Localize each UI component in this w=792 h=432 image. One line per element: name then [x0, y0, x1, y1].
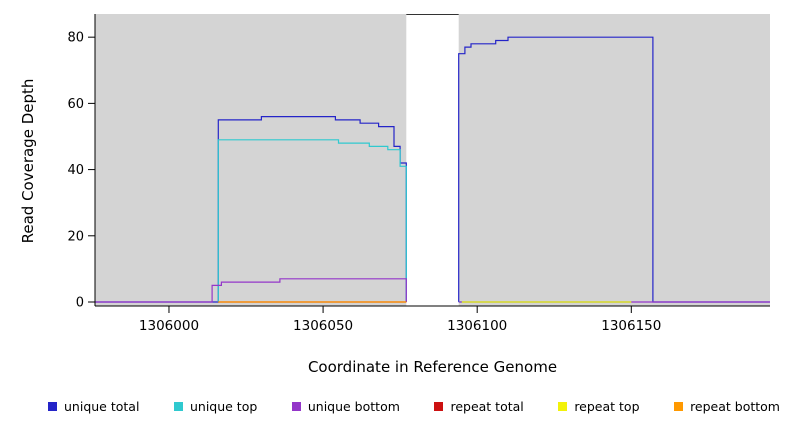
legend: unique total unique top unique bottom re…	[48, 399, 780, 414]
legend-item-repeat-top: repeat top	[558, 399, 640, 414]
legend-label-unique-bottom: unique bottom	[307, 399, 400, 414]
legend-item-unique-top: unique top	[173, 399, 258, 414]
y-tick-label: 80	[67, 31, 84, 46]
legend-swatch-repeat-bottom	[674, 402, 684, 411]
legend-swatch-repeat-top	[558, 402, 568, 411]
y-tick-label: 40	[67, 163, 84, 178]
y-tick-label: 20	[67, 229, 84, 244]
x-axis-label: Coordinate in Reference Genome	[307, 358, 558, 376]
legend-item-repeat-total: repeat total	[434, 399, 524, 414]
legend-label-unique-top: unique top	[189, 399, 258, 414]
legend-label-repeat-bottom: repeat bottom	[690, 399, 780, 414]
legend-swatch-repeat-total	[434, 402, 444, 411]
legend-label-unique-total: unique total	[64, 399, 140, 414]
series-line-unique-total	[458, 36, 770, 303]
y-tick-label: 60	[67, 97, 84, 112]
legend-swatch-unique-top	[173, 402, 183, 411]
series-line-unique-bottom	[95, 278, 407, 303]
legend-swatch-unique-bottom	[291, 402, 301, 411]
x-tick-label: 1306000	[139, 318, 199, 334]
series-line-unique-top	[217, 139, 407, 302]
legend-item-unique-bottom: unique bottom	[291, 399, 400, 414]
legend-swatch-unique-total	[48, 402, 57, 411]
legend-item-repeat-bottom: repeat bottom	[674, 399, 780, 414]
x-tick-label: 1306150	[601, 318, 661, 334]
y-tick-label: 0	[76, 296, 84, 311]
y-axis-label: Read Coverage Depth	[19, 78, 37, 244]
legend-label-repeat-total: repeat total	[450, 399, 524, 414]
legend-item-unique-total: unique total	[48, 399, 139, 414]
legend-label-repeat-top: repeat top	[574, 399, 640, 414]
x-tick-label: 1306050	[293, 318, 353, 334]
gap-region	[406, 14, 459, 306]
coverage-chart: 0 20 40 60 80 1306000 1306050 1306100 1306150	[67, 14, 770, 334]
x-tick-label: 1306100	[447, 318, 507, 334]
